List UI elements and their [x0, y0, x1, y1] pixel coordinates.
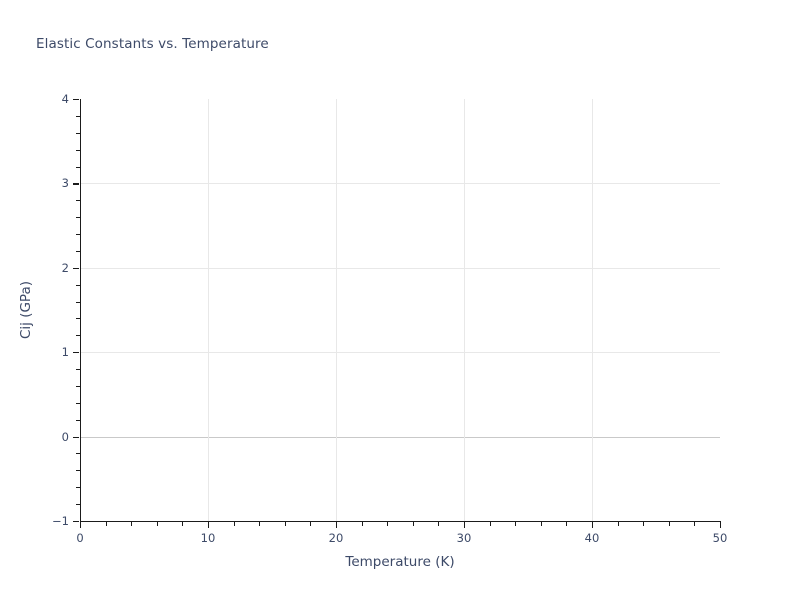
y-axis-tick-minor	[76, 301, 80, 303]
x-axis-spine	[80, 521, 721, 523]
y-axis-tick-minor	[76, 234, 80, 236]
x-axis-tick-major	[208, 522, 210, 528]
y-axis-tick-minor	[76, 200, 80, 202]
x-axis-tick-minor	[284, 522, 286, 526]
y-axis-tick-label: 3	[61, 176, 69, 191]
gridline-vertical	[464, 99, 465, 521]
y-axis-tick-label: 1	[61, 345, 69, 360]
x-axis-tick-minor	[668, 522, 670, 526]
y-axis-tick-minor	[76, 385, 80, 387]
gridline-horizontal	[80, 267, 720, 269]
gridline-horizontal	[80, 352, 720, 354]
y-axis-tick-minor	[76, 149, 80, 151]
x-axis-tick-minor	[156, 522, 158, 526]
y-axis-tick-minor	[76, 284, 80, 286]
y-axis-tick-major	[73, 436, 79, 438]
gridline-vertical	[592, 99, 593, 521]
y-axis-label: Cij (GPa)	[18, 280, 34, 340]
y-axis-tick-minor	[76, 402, 80, 404]
x-axis-tick-minor	[412, 522, 414, 526]
x-axis-tick-minor	[131, 522, 133, 526]
gridline-horizontal	[80, 436, 720, 438]
x-axis-tick-major	[464, 522, 466, 528]
x-axis-tick-label: 20	[328, 531, 344, 545]
x-axis-tick-minor	[566, 522, 568, 526]
gridline-vertical	[208, 99, 209, 521]
x-axis-tick-minor	[643, 522, 645, 526]
x-axis-tick-minor	[489, 522, 491, 526]
y-axis-tick-minor	[76, 504, 80, 506]
y-axis-tick-minor	[76, 419, 80, 421]
plot-area[interactable]	[80, 99, 720, 521]
x-axis-tick-major	[720, 522, 722, 528]
x-axis-tick-minor	[438, 522, 440, 526]
y-axis-tick-minor	[76, 217, 80, 219]
y-axis-tick-major	[73, 521, 79, 523]
gridline-horizontal	[80, 183, 720, 185]
y-axis-tick-major	[73, 267, 79, 269]
x-axis-tick-label: 30	[456, 531, 472, 545]
y-axis-tick-minor	[76, 250, 80, 252]
y-axis-tick-major	[73, 183, 79, 185]
x-axis-tick-major	[336, 522, 338, 528]
y-axis-tick-label: −1	[52, 514, 69, 528]
x-axis-tick-minor	[694, 522, 696, 526]
x-axis-tick-minor	[361, 522, 363, 526]
y-axis-tick-minor	[76, 115, 80, 117]
x-axis-tick-major	[80, 522, 82, 528]
x-axis-tick-minor	[182, 522, 184, 526]
x-axis-tick-minor	[310, 522, 312, 526]
x-axis-tick-label: 50	[712, 531, 728, 545]
y-axis-tick-minor	[76, 166, 80, 168]
chart-title: Elastic Constants vs. Temperature	[36, 36, 269, 52]
x-axis-tick-major	[592, 522, 594, 528]
y-axis-tick-minor	[76, 369, 80, 371]
y-axis-tick-minor	[76, 335, 80, 337]
y-axis-tick-minor	[76, 453, 80, 455]
y-axis-tick-major	[73, 99, 79, 101]
x-axis-tick-minor	[233, 522, 235, 526]
x-axis-tick-minor	[387, 522, 389, 526]
x-axis-tick-minor	[540, 522, 542, 526]
plot-canvas	[80, 99, 720, 521]
x-axis-tick-minor	[105, 522, 107, 526]
y-axis-tick-label: 4	[61, 92, 69, 106]
y-axis-tick-minor	[76, 470, 80, 472]
y-axis-tick-major	[73, 352, 79, 354]
x-axis-tick-minor	[515, 522, 517, 526]
y-axis-tick-minor	[76, 132, 80, 134]
x-axis-tick-label: 0	[76, 531, 84, 545]
gridline-vertical	[336, 99, 337, 521]
y-axis-tick-minor	[76, 487, 80, 489]
x-axis-label: Temperature (K)	[345, 554, 455, 570]
y-axis-tick-minor	[76, 318, 80, 320]
y-axis-tick-label: 0	[61, 429, 69, 444]
x-axis-tick-minor	[259, 522, 261, 526]
x-axis-tick-minor	[617, 522, 619, 526]
x-axis-tick-label: 10	[200, 531, 216, 545]
y-axis-tick-label: 2	[61, 260, 69, 275]
y-axis-spine	[80, 99, 82, 522]
x-axis-tick-label: 40	[584, 531, 600, 545]
